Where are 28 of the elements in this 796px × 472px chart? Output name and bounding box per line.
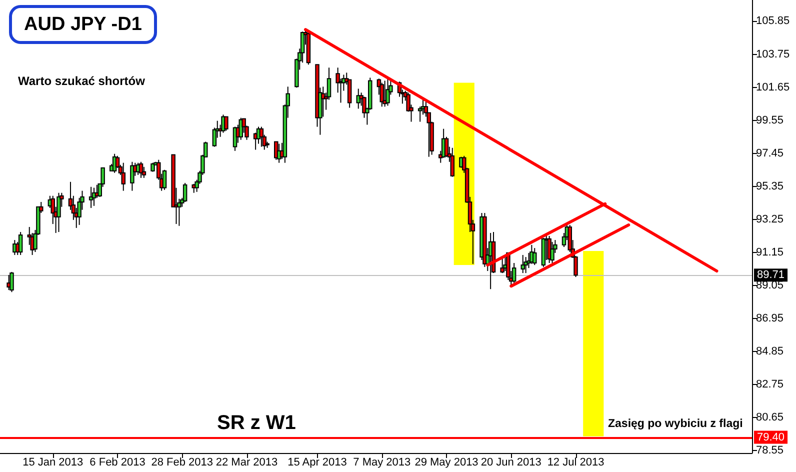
y-tick-label: 101.65: [756, 81, 790, 94]
text: AUD JPY -D1: [24, 14, 142, 35]
y-tick-label: 93.25: [756, 213, 784, 226]
annotation: Zasięg po wybiciu z flagi: [608, 418, 743, 430]
x-tick-label: 20 Jun 2013: [480, 456, 542, 468]
y-tick-label: 91.15: [756, 246, 784, 258]
ref-line-label: 79.40: [757, 431, 785, 444]
x-tick-label: 7 May 2013: [353, 456, 411, 468]
x-tick-label: 29 May 2013: [414, 456, 478, 468]
y-tick-label: 99.55: [756, 114, 784, 126]
x-tick-label: 6 Feb 2013: [90, 456, 146, 468]
ref-line-label: 89.71: [757, 269, 785, 282]
annotation: Warto szukać shortów: [18, 74, 146, 88]
x-tick-label: 12 Jul 2013: [547, 456, 604, 468]
y-tick-label: 82.75: [756, 378, 784, 391]
y-tick-label: 97.45: [756, 147, 784, 160]
x-tick-label: 15 Apr 2013: [288, 456, 347, 468]
x-tick-label: 22 Mar 2013: [216, 456, 278, 468]
y-tick-label: 86.95: [756, 312, 784, 325]
y-tick-label: 80.65: [756, 412, 784, 424]
y-tick-label: 95.35: [756, 180, 784, 192]
y-tick-label: 105.85: [756, 15, 790, 28]
x-tick-label: 15 Jan 2013: [22, 456, 84, 468]
x-tick-label: 28 Feb 2013: [151, 456, 214, 468]
y-tick-label: 84.85: [756, 346, 784, 358]
y-tick-label: 78.55: [756, 444, 784, 457]
y-tick-label: 103.75: [756, 48, 790, 60]
annotation: SR z W1: [217, 412, 296, 434]
